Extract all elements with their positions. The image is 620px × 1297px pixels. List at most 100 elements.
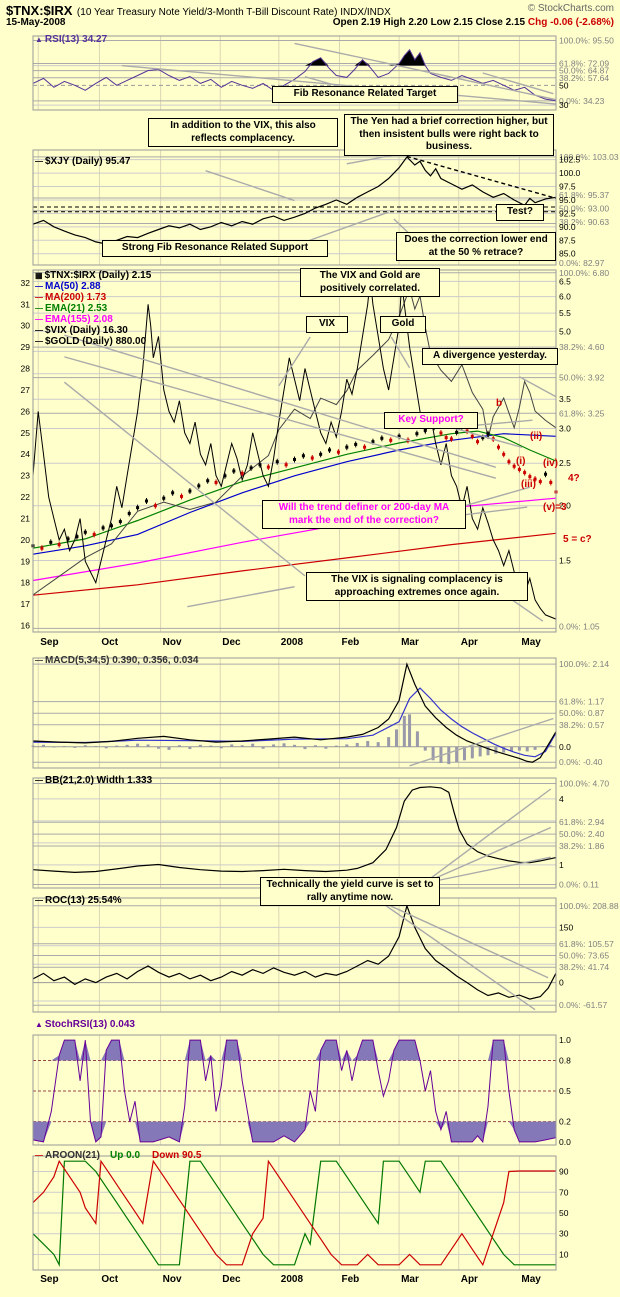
axis-label-right: 0.2 xyxy=(559,1117,571,1127)
axis-label-right: 5.5 xyxy=(559,308,571,318)
x-axis-months-row-0: Sep Oct Nov Dec 2008 Feb Mar Apr May xyxy=(0,637,620,653)
axis-label-right: 50 xyxy=(559,1208,569,1218)
axis-label-right: 70 xyxy=(559,1187,569,1197)
axis-label-right: 38.2%: 0.57 xyxy=(559,720,605,730)
elliott-wave-label: (iii) xyxy=(521,479,536,490)
axis-label-right: 38.2%: 90.63 xyxy=(559,217,609,227)
axis-label-left: 31 xyxy=(21,299,31,309)
legend-main-5: — $VIX (Daily) 16.30 xyxy=(35,325,128,336)
ohlc-quote: Open 2.19 High 2.20 Low 2.15 Close 2.15 … xyxy=(333,17,614,28)
symbol: $TNX:$IRX xyxy=(6,3,73,18)
legend-label: $TNX:$IRX (Daily) 2.15 xyxy=(44,270,152,281)
annotation-callout: Strong Fib Resonance Related Support xyxy=(102,240,328,257)
month-label: Sep xyxy=(40,1274,59,1285)
legend-label: Up 0.0 xyxy=(110,1150,141,1161)
axis-label-right: 6.5 xyxy=(559,276,571,286)
axis-label-right: 92.5 xyxy=(559,208,576,218)
axis-label-right: 100.0%: 208.88 xyxy=(559,901,619,911)
legend-label: ROC(13) 25.54% xyxy=(45,895,122,906)
legend-label: EMA(21) 2.53 xyxy=(45,303,108,314)
axis-label-right: 102.5 xyxy=(559,155,581,165)
month-label: Oct xyxy=(101,637,119,648)
legend-main-6: — $GOLD (Daily) 880.00 xyxy=(35,336,146,347)
month-label: Feb xyxy=(341,637,360,648)
axis-label-right: 61.8%: 105.57 xyxy=(559,939,614,949)
month-label: Dec xyxy=(222,637,241,648)
elliott-wave-label: 5 = c? xyxy=(563,534,592,545)
legend-label: $VIX (Daily) 16.30 xyxy=(45,325,128,336)
axis-label-right: 100.0%: 6.80 xyxy=(559,268,609,278)
legend-xjy-0: — $XJY (Daily) 95.47 xyxy=(35,156,130,167)
legend-label: MA(50) 2.88 xyxy=(45,281,101,292)
month-label: 2008 xyxy=(280,637,304,648)
month-label: Mar xyxy=(401,637,419,648)
panel-rsi: 100.0%: 95.50 61.8%: 72.09 50.0%: 64.87 38.… xyxy=(0,32,620,114)
axis-label-right: 50.0%: 64.87 xyxy=(559,66,609,76)
elliott-wave-label: 4? xyxy=(568,473,580,484)
panel-xjy: 100.0%: 103.03 102.5 100.0 97.5 61.8%: 95.37… xyxy=(0,114,620,266)
month-label: Oct xyxy=(101,1274,119,1285)
axis-label-right: 1.0 xyxy=(559,1035,571,1045)
panel-macd: 100.0%: 2.14 61.8%: 1.17 50.0%: 0.87 38.2%:… xyxy=(0,653,620,773)
legend-label: $GOLD (Daily) 880.00 xyxy=(45,336,147,347)
elliott-wave-label: (iv) xyxy=(543,458,558,469)
axis-label-right: 90 xyxy=(559,1167,569,1177)
legend-label: StochRSI(13) 0.043 xyxy=(44,1019,135,1030)
annotation-callout: Test? xyxy=(496,204,544,221)
axis-label-left: 23 xyxy=(21,471,31,481)
legend-label: RSI(13) 34.27 xyxy=(44,34,108,45)
axis-label-right: 85.0 xyxy=(559,249,576,259)
axis-label-right: 6.0 xyxy=(559,292,571,302)
ohlc-values: Open 2.19 High 2.20 Low 2.15 Close 2.15 xyxy=(332,17,526,28)
axis-label-right: 2.5 xyxy=(559,458,571,468)
axis-label-left: 26 xyxy=(21,406,31,416)
legend-label: BB(21,2.0) Width 1.333 xyxy=(45,775,153,786)
axis-label-right: 61.8%: 95.37 xyxy=(559,190,609,200)
axis-label-right: 0.0%: 1.05 xyxy=(559,622,600,632)
axis-label-left: 16 xyxy=(21,621,31,631)
axis-label-right: 38.2%: 4.60 xyxy=(559,342,605,352)
annotation-callout: VIX xyxy=(306,316,348,333)
axis-label-right: 100.0%: 95.50 xyxy=(559,35,614,45)
axis-label-right: 10 xyxy=(559,1249,569,1259)
axis-label-right: 90.0 xyxy=(559,222,576,232)
header-quote-row: 15-May-2008 Open 2.19 High 2.20 Low 2.15… xyxy=(6,17,616,31)
panel-aroon: 90 70 50 30 10 — AROON(21) Up 0.0 Down 90.5 xyxy=(0,1148,620,1274)
axis-label-right: 38.2%: 41.74 xyxy=(559,962,609,972)
axis-label-right: 5.0 xyxy=(559,326,571,336)
axis-label-left: 28 xyxy=(21,364,31,374)
month-label: Apr xyxy=(460,1274,478,1285)
axis-label-right: 100.0%: 103.03 xyxy=(559,152,619,162)
legend-aroon-0: — AROON(21) xyxy=(35,1150,100,1161)
month-label: May xyxy=(521,1274,541,1285)
indicator-icon: — xyxy=(35,304,43,313)
indicator-icon: — xyxy=(35,315,43,324)
indicator-icon: ▲ xyxy=(35,35,43,44)
legend-rsi-0: ▲ RSI(13) 34.27 xyxy=(35,34,107,45)
annotation-callout: In addition to the VIX, this also reflec… xyxy=(148,118,338,147)
axis-label-left: 29 xyxy=(21,342,31,352)
legend-label: MA(200) 1.73 xyxy=(45,292,107,303)
indicator-icon: ▦ xyxy=(35,271,43,280)
panel-bbwidth-plot: 100.0%: 4.70 4 61.8%: 2.94 50.0%: 2.40 38.2%… xyxy=(32,777,609,889)
axis-label-right: 50.0%: 93.00 xyxy=(559,204,609,214)
indicator-icon: ▲ xyxy=(35,1020,43,1029)
axis-label-right: 0.0%: 34.23 xyxy=(559,96,605,106)
indicator-icon: — xyxy=(35,157,43,166)
stockcharts-copyright-link[interactable]: © StockCharts.com xyxy=(527,3,614,14)
legend-bbwidth-0: — BB(21,2.0) Width 1.333 xyxy=(35,775,152,786)
axis-label-right: 30 xyxy=(559,1229,569,1239)
annotation-callout: The VIX is signaling complacency is appr… xyxy=(306,572,528,601)
axis-label-left: 25 xyxy=(21,428,31,438)
month-label: Sep xyxy=(40,637,59,648)
axis-label-right: 0.0%: 0.11 xyxy=(559,879,599,889)
annotation-callout: Technically the yield curve is set to ra… xyxy=(260,877,440,906)
annotation-callout: Key Support? xyxy=(384,412,478,429)
axis-label-right: 0.0%: -0.40 xyxy=(559,757,603,767)
legend-roc-0: — ROC(13) 25.54% xyxy=(35,895,122,906)
panel-roc: 100.0%: 208.88 150 61.8%: 105.57 50.0%: 73.… xyxy=(0,893,620,1017)
elliott-wave-label: (i) xyxy=(516,456,526,467)
annotation-callout: A divergence yesterday. xyxy=(422,348,558,365)
